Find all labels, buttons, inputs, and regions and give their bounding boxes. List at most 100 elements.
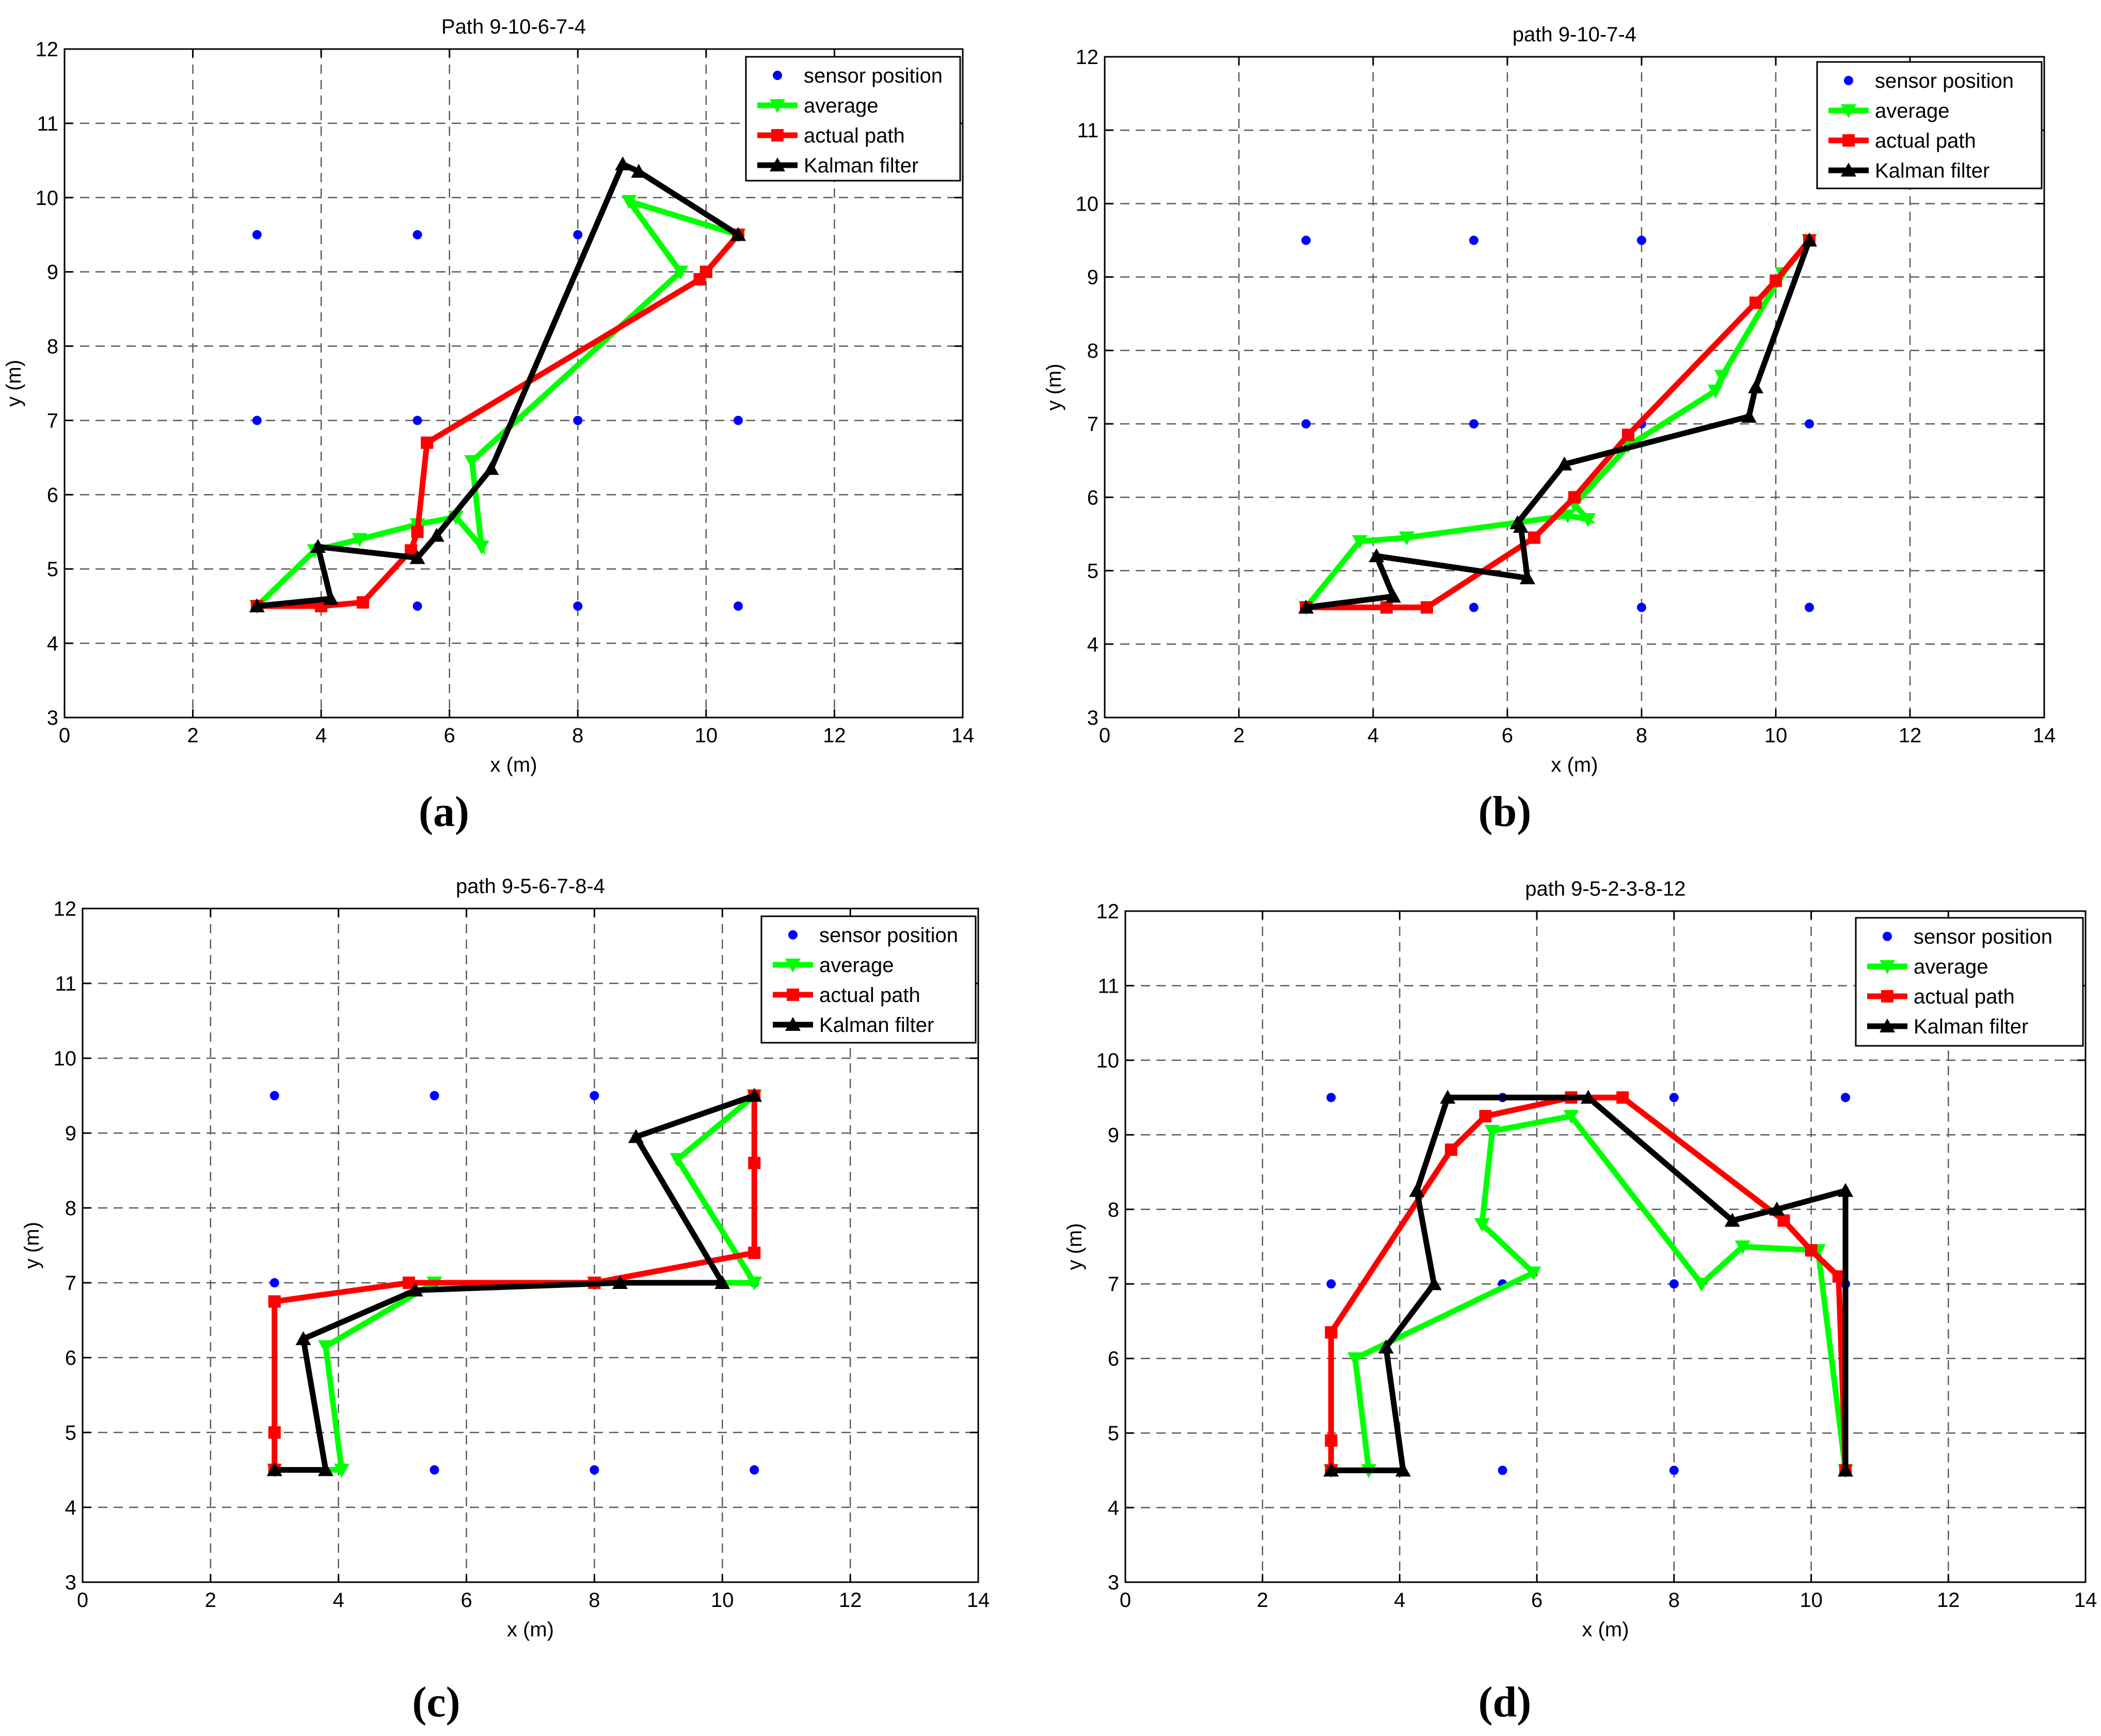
data-point <box>1556 456 1572 471</box>
y-tick-label: 8 <box>65 1197 76 1220</box>
x-axis-label: x (m) <box>490 754 537 776</box>
axes-box <box>1104 56 2045 719</box>
x-tick-label: 8 <box>1636 724 1647 747</box>
series-Kalman-filter <box>266 1088 762 1476</box>
data-point <box>1479 1110 1492 1123</box>
y-tick-label: 6 <box>47 484 58 506</box>
legend-swatch-marker <box>788 930 798 939</box>
y-tick-label: 3 <box>1108 1571 1119 1594</box>
data-point <box>730 227 746 241</box>
data-point <box>734 601 743 611</box>
legend-swatch-marker <box>1880 960 1895 974</box>
data-point <box>631 164 647 178</box>
data-point <box>573 230 583 240</box>
data-point <box>1445 1143 1458 1156</box>
x-axis-label: x (m) <box>1551 754 1598 776</box>
y-tick-label: 10 <box>54 1047 77 1070</box>
legend-box <box>1816 61 2043 189</box>
data-point <box>1770 274 1782 287</box>
data-point <box>615 156 631 171</box>
series-line <box>272 1095 757 1470</box>
data-point <box>628 1129 644 1143</box>
legend-swatch-marker <box>770 99 785 113</box>
legend-swatch-marker <box>1881 990 1893 1002</box>
y-tick-label: 8 <box>1108 1199 1119 1221</box>
data-point <box>590 1465 599 1475</box>
y-tick-label: 11 <box>55 973 76 995</box>
legend-label: Kalman filter <box>804 154 918 177</box>
x-axis-label: x (m) <box>507 1618 554 1641</box>
data-point <box>1708 385 1723 399</box>
panel-label: (b) <box>1478 788 1532 836</box>
data-point <box>1469 419 1478 429</box>
data-point <box>699 265 712 278</box>
data-point <box>1714 370 1730 384</box>
data-point <box>1409 1183 1425 1197</box>
data-point <box>1669 1279 1679 1289</box>
data-point <box>1301 235 1311 245</box>
y-tick-label: 12 <box>1076 46 1099 69</box>
legend-swatch-marker <box>1842 134 1855 147</box>
data-point <box>252 416 262 425</box>
legend-label: sensor position <box>804 65 943 87</box>
data-point <box>1637 602 1646 612</box>
data-point <box>590 1091 599 1101</box>
data-point <box>323 591 339 605</box>
y-tick-label: 9 <box>1108 1124 1119 1146</box>
data-point <box>1352 535 1367 549</box>
y-tick-label: 4 <box>1108 1497 1119 1520</box>
legend-label: Kalman filter <box>819 1014 934 1037</box>
x-tick-label: 12 <box>1899 724 1922 747</box>
legend-swatch-marker <box>771 129 784 141</box>
data-point <box>1525 1266 1541 1281</box>
chart-panel-4: 0 2 4 6 8 10 12 14 3 4 5 6 7 8 9 10 11 12 path 9-5-2-3-8-1… <box>1063 878 2097 1726</box>
legend-label: Kalman filter <box>1914 1015 2028 1038</box>
data-point <box>750 1465 759 1475</box>
x-tick-label: 6 <box>444 724 455 747</box>
data-point <box>1694 1278 1709 1292</box>
legend-swatch-marker <box>773 71 782 80</box>
x-tick-label: 6 <box>1531 1589 1542 1612</box>
y-tick-label: 5 <box>47 558 58 581</box>
legend-swatch-marker <box>787 989 799 1001</box>
legend-swatch-marker <box>785 959 801 973</box>
y-axis-label: y (m) <box>1063 1223 1086 1270</box>
data-point <box>1368 548 1384 563</box>
legend-label: average <box>804 94 879 117</box>
legend-box <box>745 56 961 182</box>
legend: sensor position average actual path Kalman … <box>1816 61 2043 189</box>
x-tick-label: 0 <box>1099 724 1110 747</box>
legend-label: average <box>819 954 894 977</box>
data-point <box>1386 588 1401 603</box>
x-tick-label: 6 <box>460 1589 472 1612</box>
x-tick-label: 2 <box>1233 724 1245 747</box>
data-point <box>1838 1183 1853 1197</box>
legend-swatch-marker <box>785 1017 801 1031</box>
data-point <box>1669 1093 1679 1103</box>
y-tick-label: 4 <box>65 1496 76 1519</box>
data-point <box>1421 601 1433 614</box>
series-line <box>274 1093 756 1473</box>
x-tick-label: 4 <box>315 724 327 747</box>
legend-swatch-marker <box>1844 76 1853 85</box>
x-tick-label: 14 <box>967 1589 990 1612</box>
legend-label: actual path <box>804 124 905 147</box>
data-point <box>1484 1125 1500 1139</box>
data-point <box>1563 1110 1579 1124</box>
data-point <box>412 230 422 240</box>
x-tick-label: 12 <box>823 724 846 747</box>
data-point <box>1805 419 1814 429</box>
y-tick-label: 10 <box>1076 193 1099 215</box>
x-tick-label: 8 <box>588 1589 600 1612</box>
data-point <box>268 1295 281 1308</box>
chart-title: path 9-5-6-7-8-4 <box>456 875 605 898</box>
data-point <box>266 1462 282 1476</box>
data-point <box>1616 1091 1629 1104</box>
data-point <box>429 1091 439 1101</box>
y-tick-label: 12 <box>36 38 59 61</box>
data-point <box>573 416 583 425</box>
data-point <box>428 528 444 542</box>
y-tick-label: 11 <box>1097 975 1119 997</box>
data-point <box>1474 1218 1490 1232</box>
chart-panel-2: 0 2 4 6 8 10 12 14 3 4 5 6 7 8 9 10 11 12 path 9-10-7-4 x (… <box>1043 23 2056 836</box>
